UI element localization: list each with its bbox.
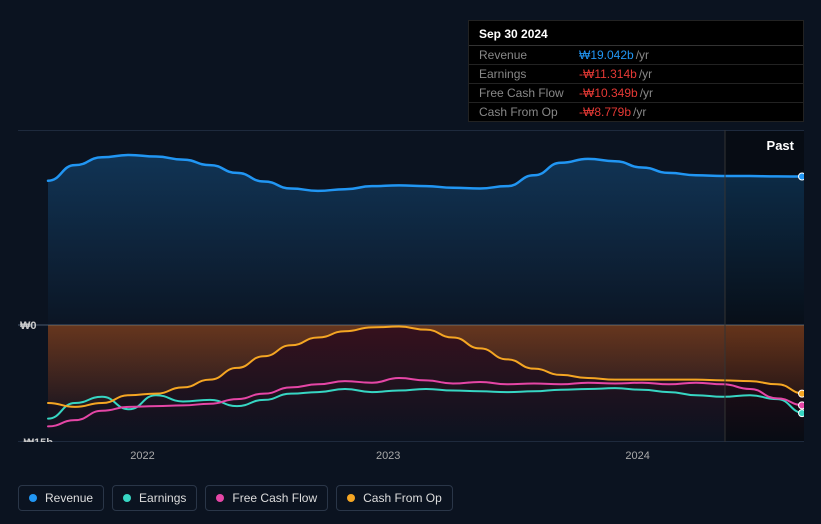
tooltip-row: Free Cash Flow-₩10.349b/yr bbox=[469, 84, 803, 103]
tooltip-metric-label: Earnings bbox=[479, 67, 579, 81]
tooltip-metric-unit: /yr bbox=[636, 48, 649, 62]
tooltip-row: Earnings-₩11.314b/yr bbox=[469, 65, 803, 84]
tooltip-metric-value: -₩8.779b bbox=[579, 105, 631, 119]
legend-dot-icon bbox=[347, 494, 355, 502]
tooltip-row: Cash From Op-₩8.779b/yr bbox=[469, 103, 803, 121]
tooltip-metric-label: Cash From Op bbox=[479, 105, 579, 119]
tooltip-metric-unit: /yr bbox=[633, 105, 646, 119]
legend-label: Cash From Op bbox=[363, 491, 442, 505]
y-axis-label: -₩15b bbox=[20, 437, 53, 442]
series-end-dot bbox=[799, 390, 805, 397]
tooltip-date: Sep 30 2024 bbox=[469, 21, 803, 46]
tooltip-metric-value: ₩19.042b bbox=[579, 48, 634, 62]
legend-item[interactable]: Earnings bbox=[112, 485, 197, 511]
series-end-dot bbox=[799, 410, 805, 417]
chart-tooltip: Sep 30 2024Revenue₩19.042b/yrEarnings-₩1… bbox=[468, 20, 804, 122]
legend-dot-icon bbox=[216, 494, 224, 502]
legend-label: Free Cash Flow bbox=[232, 491, 317, 505]
tooltip-row: Revenue₩19.042b/yr bbox=[469, 46, 803, 65]
series-end-dot bbox=[799, 402, 805, 409]
legend-item[interactable]: Cash From Op bbox=[336, 485, 453, 511]
x-axis-label: 2022 bbox=[130, 450, 154, 462]
x-axis-label: 2024 bbox=[625, 450, 649, 462]
tooltip-metric-value: -₩11.314b bbox=[579, 67, 637, 81]
financial-chart[interactable]: ₩25b ₩0 -₩15b Past bbox=[18, 130, 804, 442]
x-axis: 2022 2023 2024 bbox=[18, 450, 804, 470]
y-axis-label: ₩25b bbox=[20, 130, 50, 133]
tooltip-metric-label: Free Cash Flow bbox=[479, 86, 579, 100]
tooltip-metric-unit: /yr bbox=[640, 86, 653, 100]
legend-label: Revenue bbox=[45, 491, 93, 505]
tooltip-metric-unit: /yr bbox=[639, 67, 652, 81]
legend-dot-icon bbox=[123, 494, 131, 502]
y-axis-label: ₩0 bbox=[20, 320, 37, 332]
chart-legend: Revenue Earnings Free Cash Flow Cash From O… bbox=[18, 485, 453, 511]
tooltip-metric-value: -₩10.349b bbox=[579, 86, 638, 100]
tooltip-metric-label: Revenue bbox=[479, 48, 579, 62]
x-axis-label: 2023 bbox=[376, 450, 400, 462]
series-fill bbox=[48, 155, 804, 325]
legend-item[interactable]: Revenue bbox=[18, 485, 104, 511]
legend-label: Earnings bbox=[139, 491, 186, 505]
legend-dot-icon bbox=[29, 494, 37, 502]
section-label-past: Past bbox=[767, 138, 794, 153]
series-end-dot bbox=[799, 173, 805, 180]
legend-item[interactable]: Free Cash Flow bbox=[205, 485, 328, 511]
